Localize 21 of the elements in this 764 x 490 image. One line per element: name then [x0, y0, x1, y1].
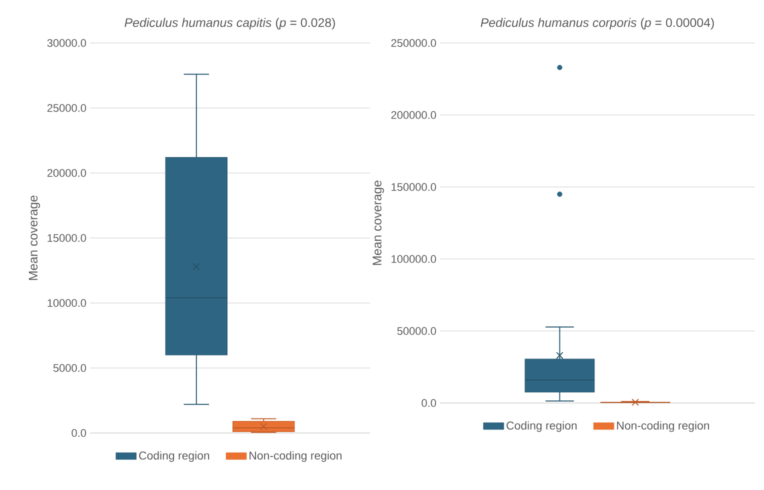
y-tick-label: 5000.0	[53, 364, 86, 372]
legend-label: Coding region	[139, 451, 210, 462]
y-tick-label: 200000.0	[391, 111, 436, 119]
y-tick-label: 15000.0	[48, 234, 86, 242]
y-tick-label: 30000.0	[47, 39, 86, 47]
y-tick-label: 0.0	[422, 399, 436, 407]
legend-label: Non-coding region	[250, 451, 342, 462]
y-tick-label: 10000.0	[48, 299, 86, 307]
legend-label: Coding region	[506, 421, 577, 432]
y-tick-label: 250000.0	[391, 39, 436, 47]
y-tick-label: 20000.0	[47, 169, 86, 177]
y-tick-label: 150000.0	[392, 183, 436, 191]
y-tick-label: 100000.0	[392, 255, 436, 263]
chart-title: Pediculus humanus capitis (p = 0.028)	[124, 18, 335, 30]
y-tick-label: 25000.0	[47, 104, 86, 112]
y-axis-title: Mean coverage	[372, 180, 384, 265]
chart-title: Pediculus humanus corporis (p = 0.00004)	[480, 18, 714, 30]
legend-label: Non-coding region	[617, 421, 710, 432]
y-axis-title: Mean coverage	[28, 196, 40, 280]
y-tick-label: 50000.0	[397, 327, 436, 335]
y-tick-label: 0.0	[72, 429, 86, 437]
